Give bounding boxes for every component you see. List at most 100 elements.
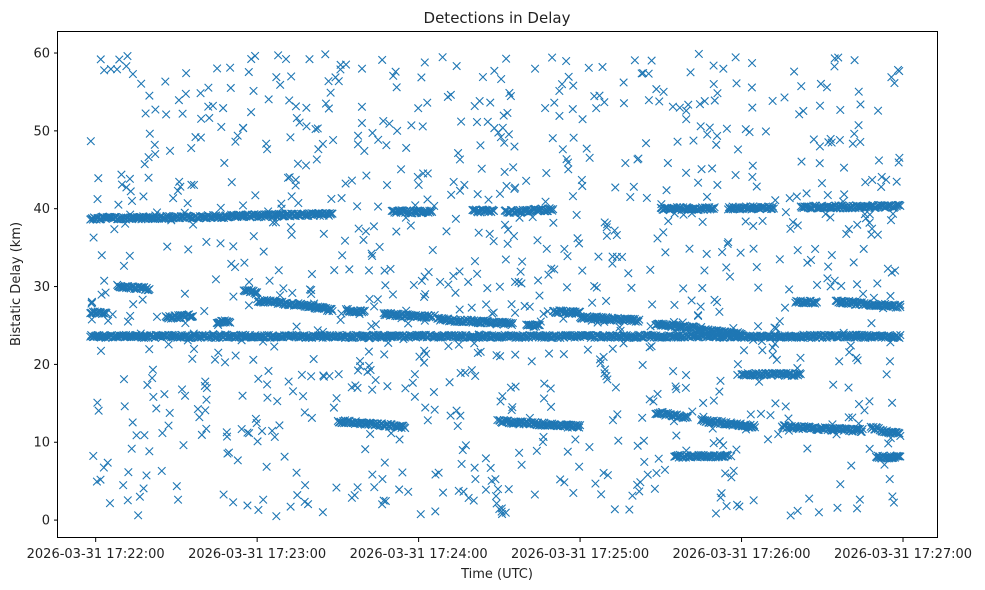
scatter-point xyxy=(115,55,124,64)
scatter-point xyxy=(438,53,447,62)
scatter-point xyxy=(476,347,485,356)
scatter-point xyxy=(341,60,351,69)
scatter-point xyxy=(265,276,274,285)
scatter-point xyxy=(341,179,350,188)
scatter-point xyxy=(694,49,704,59)
scatter-point xyxy=(152,312,162,321)
scatter-point xyxy=(481,300,491,309)
scatter-point xyxy=(470,463,479,472)
scatter-point xyxy=(334,76,343,86)
scatter-point xyxy=(431,507,440,516)
scatter-point xyxy=(745,127,754,137)
scatter-point xyxy=(569,488,578,498)
track-point xyxy=(635,315,644,324)
track-point xyxy=(629,333,639,343)
track-point xyxy=(328,306,337,316)
scatter-point xyxy=(219,490,228,499)
track-point xyxy=(876,331,885,340)
scatter-point xyxy=(578,115,587,124)
scatter-point xyxy=(856,100,865,109)
scatter-point xyxy=(892,177,901,186)
scatter-point xyxy=(165,408,174,418)
scatter-point xyxy=(375,242,384,252)
scatter-point xyxy=(561,56,571,66)
track-point xyxy=(506,318,516,328)
scatter-point xyxy=(187,180,196,190)
y-tick-label: 60 xyxy=(33,47,50,62)
scatter-point xyxy=(715,387,724,396)
scatter-point xyxy=(557,79,567,89)
scatter-point xyxy=(516,267,525,276)
scatter-point xyxy=(644,96,654,105)
scatter-point xyxy=(886,291,895,301)
scatter-point xyxy=(259,495,268,504)
scatter-point xyxy=(614,436,623,445)
scatter-point xyxy=(193,404,203,414)
scatter-point xyxy=(438,488,448,497)
track-point xyxy=(750,423,760,432)
scatter-point xyxy=(472,117,482,127)
scatter-point xyxy=(758,216,767,226)
scatter-point xyxy=(517,460,526,470)
scatter-point xyxy=(672,384,681,394)
scatter-point xyxy=(568,191,578,201)
scatter-point xyxy=(470,371,480,381)
track-point xyxy=(499,332,509,342)
scatter-point xyxy=(638,413,647,422)
scatter-point xyxy=(852,280,862,289)
scatter-point xyxy=(414,104,423,113)
scatter-point xyxy=(389,71,398,81)
scatter-point xyxy=(709,61,718,70)
scatter-point xyxy=(654,454,663,463)
scatter-point xyxy=(732,79,741,88)
scatter-point xyxy=(174,95,184,105)
scatter-point xyxy=(504,484,513,494)
scatter-point xyxy=(139,192,148,201)
scatter-point xyxy=(474,228,483,237)
scatter-point xyxy=(514,448,524,457)
scatter-point xyxy=(216,203,225,212)
scatter-point xyxy=(302,122,311,131)
scatter-point xyxy=(201,377,210,386)
scatter-point xyxy=(337,193,346,203)
scatter-point xyxy=(292,113,302,123)
scatter-point xyxy=(702,192,712,202)
scatter-point xyxy=(540,103,550,113)
scatter-point xyxy=(713,180,722,190)
scatter-point xyxy=(357,118,367,128)
scatter-point xyxy=(853,220,862,229)
scatter-point xyxy=(830,54,839,63)
scatter-point xyxy=(895,153,904,162)
scatter-point xyxy=(357,102,367,111)
scatter-point xyxy=(467,303,476,312)
scatter-point xyxy=(600,369,609,378)
scatter-point xyxy=(826,282,835,291)
scatter-point xyxy=(370,483,379,492)
scatter-point xyxy=(99,66,109,75)
scatter-point xyxy=(555,475,565,484)
scatter-point xyxy=(530,64,540,73)
scatter-point xyxy=(709,396,719,405)
scatter-point xyxy=(460,368,470,377)
scatter-point xyxy=(263,393,272,402)
scatter-point xyxy=(758,345,767,355)
scatter-point xyxy=(889,498,899,507)
x-tick-label: 2026-03-31 17:22:00 xyxy=(27,547,165,562)
track-point xyxy=(858,424,867,434)
scatter-point xyxy=(329,403,339,412)
scatter-point xyxy=(337,251,347,260)
scatter-point xyxy=(842,229,851,239)
scatter-point xyxy=(520,301,529,311)
scatter-point xyxy=(885,474,894,484)
scatter-point xyxy=(464,493,473,503)
scatter-point xyxy=(486,98,495,107)
scatter-point xyxy=(262,462,271,471)
scatter-point xyxy=(859,244,868,254)
scatter-point xyxy=(280,452,289,461)
scatter-point xyxy=(600,365,610,374)
scatter-point xyxy=(585,442,594,452)
scatter-point xyxy=(675,103,685,112)
scatter-point xyxy=(568,104,577,114)
scatter-point xyxy=(793,506,802,516)
